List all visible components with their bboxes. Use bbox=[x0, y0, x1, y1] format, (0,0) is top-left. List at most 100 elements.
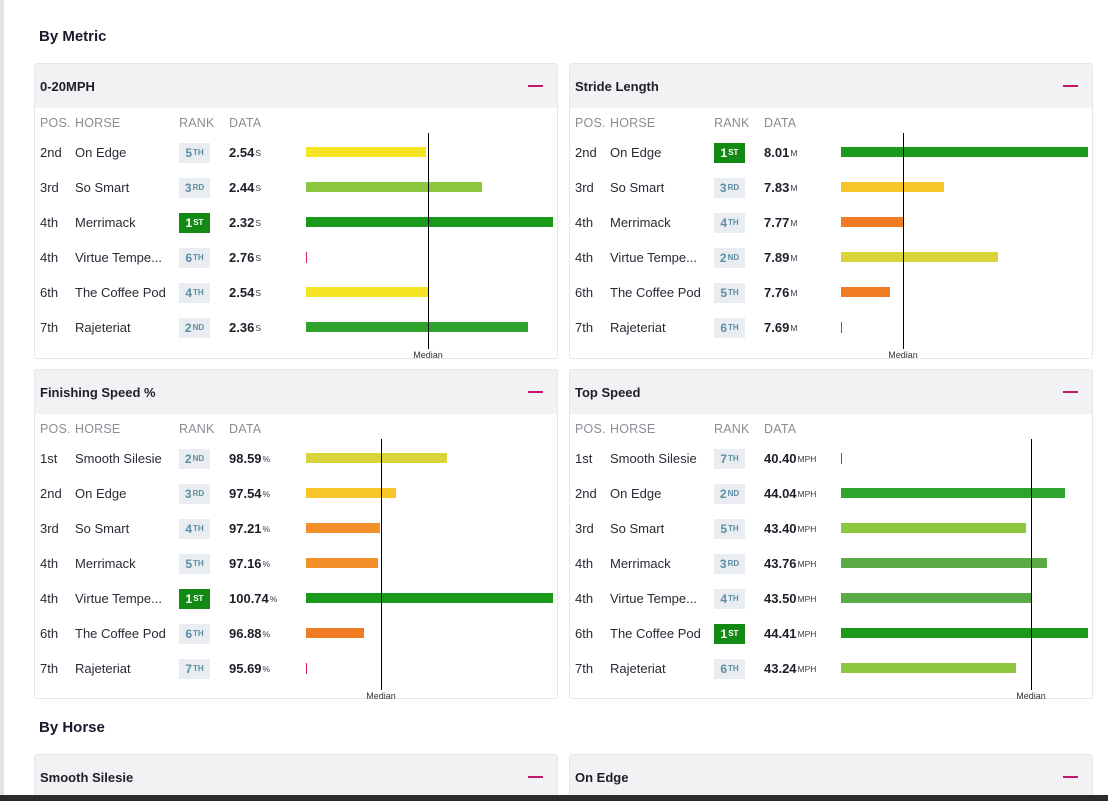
collapse-button[interactable] bbox=[1062, 78, 1078, 94]
rank-badge: 2 ND bbox=[714, 247, 745, 268]
col-header-horse: HORSE bbox=[75, 116, 121, 130]
position: 6th bbox=[575, 626, 594, 641]
col-header-horse: HORSE bbox=[75, 422, 121, 436]
horse-name[interactable]: Virtue Tempe... bbox=[610, 591, 697, 606]
card-header[interactable]: 0-20MPH bbox=[35, 64, 557, 108]
horse-name[interactable]: Rajeteriat bbox=[75, 661, 131, 676]
horse-name[interactable]: The Coffee Pod bbox=[610, 285, 701, 300]
collapse-button[interactable] bbox=[527, 384, 543, 400]
rank-badge: 3 RD bbox=[179, 177, 210, 198]
horse-name[interactable]: Virtue Tempe... bbox=[610, 250, 697, 265]
horse-name[interactable]: Virtue Tempe... bbox=[75, 250, 162, 265]
card-title: Finishing Speed % bbox=[40, 384, 156, 400]
col-header-pos: POS. bbox=[575, 422, 606, 436]
horse-name[interactable]: On Edge bbox=[610, 145, 662, 160]
data-value: 43.24 bbox=[764, 661, 797, 676]
table-row: 2nd On Edge 3 RD 97.54% bbox=[35, 476, 557, 511]
horse-name[interactable]: So Smart bbox=[610, 521, 665, 536]
card-header[interactable]: On Edge bbox=[570, 755, 1092, 799]
horse-name[interactable]: Virtue Tempe... bbox=[75, 591, 162, 606]
collapse-button[interactable] bbox=[527, 769, 543, 785]
horse-name[interactable]: Merrimack bbox=[75, 215, 136, 230]
card-header[interactable]: Smooth Silesie bbox=[35, 755, 557, 799]
horse-name[interactable]: Rajeteriat bbox=[610, 661, 666, 676]
median-line bbox=[903, 133, 904, 349]
rank-suffix: RD bbox=[192, 183, 205, 192]
rank-cell: 3 RD bbox=[179, 476, 210, 511]
rank-badge: 6 TH bbox=[179, 247, 210, 268]
rank-number: 3 bbox=[184, 180, 192, 195]
rank-badge: 4 TH bbox=[179, 518, 210, 539]
rank-badge: 4 TH bbox=[714, 588, 745, 609]
card-header[interactable]: Stride Length bbox=[570, 64, 1092, 108]
data-unit: MPH bbox=[797, 593, 817, 604]
horse-name[interactable]: The Coffee Pod bbox=[75, 285, 166, 300]
data-unit: S bbox=[255, 147, 261, 158]
position: 2nd bbox=[40, 486, 62, 501]
data-unit: M bbox=[790, 217, 798, 228]
data-value: 43.76 bbox=[764, 556, 797, 571]
rank-suffix: ND bbox=[727, 253, 740, 262]
horse-name[interactable]: Rajeteriat bbox=[610, 320, 666, 335]
minus-icon bbox=[527, 391, 543, 393]
data-value: 40.40 bbox=[764, 451, 797, 466]
metric-bar bbox=[841, 628, 1088, 638]
horse-name[interactable]: So Smart bbox=[610, 180, 665, 195]
card-header[interactable]: Finishing Speed % bbox=[35, 370, 557, 414]
card-body: POS. HORSE RANK DATA 1st Smooth Silesie 2 ND 98.… bbox=[35, 414, 557, 702]
horse-name[interactable]: So Smart bbox=[75, 180, 130, 195]
table-row: 6th The Coffee Pod 1 ST 44.41 MPH bbox=[570, 616, 1092, 651]
position: 4th bbox=[575, 591, 594, 606]
collapse-button[interactable] bbox=[1062, 384, 1078, 400]
metric-card-0-20mph: 0-20MPH POS. HORSE RANK DATA 2nd On Edge 5 TH 2.5… bbox=[34, 63, 558, 360]
collapse-button[interactable] bbox=[527, 78, 543, 94]
rank-number: 2 bbox=[719, 250, 727, 265]
card-header[interactable]: Top Speed bbox=[570, 370, 1092, 414]
section-title-by-metric: By Metric bbox=[39, 28, 107, 45]
card-title: On Edge bbox=[575, 769, 629, 785]
metric-bar bbox=[841, 593, 1031, 603]
table-row: 7th Rajeteriat 6 TH 43.24 MPH bbox=[570, 651, 1092, 686]
data-value: 7.77 bbox=[764, 215, 790, 230]
rank-badge: 1 ST bbox=[714, 142, 745, 163]
collapse-button[interactable] bbox=[1062, 769, 1078, 785]
horse-name[interactable]: On Edge bbox=[75, 145, 127, 160]
table-row: 2nd On Edge 2 ND 44.04 MPH bbox=[570, 476, 1092, 511]
metric-bar bbox=[306, 558, 378, 568]
data-value: 44.41 bbox=[764, 626, 797, 641]
horse-name[interactable]: On Edge bbox=[610, 486, 662, 501]
metric-bar-min-tick bbox=[306, 252, 307, 263]
data-unit: % bbox=[262, 453, 271, 464]
rank-badge: 5 TH bbox=[714, 518, 745, 539]
data-value: 7.69 bbox=[764, 320, 790, 335]
horse-name[interactable]: So Smart bbox=[75, 521, 130, 536]
rank-cell: 7 TH bbox=[714, 441, 745, 476]
table-row: 3rd So Smart 4 TH 97.21% bbox=[35, 511, 557, 546]
horse-name[interactable]: Smooth Silesie bbox=[75, 451, 162, 466]
card-title: Stride Length bbox=[575, 78, 659, 94]
metric-bar bbox=[841, 488, 1065, 498]
rank-suffix: TH bbox=[728, 524, 739, 533]
metric-bar bbox=[841, 252, 998, 262]
rank-suffix: TH bbox=[728, 454, 739, 463]
median-label: Median bbox=[1016, 691, 1046, 701]
horse-name[interactable]: Smooth Silesie bbox=[610, 451, 697, 466]
horse-name[interactable]: Rajeteriat bbox=[75, 320, 131, 335]
horse-name[interactable]: Merrimack bbox=[610, 215, 671, 230]
col-header-rank: RANK bbox=[179, 422, 215, 436]
rank-suffix: TH bbox=[728, 594, 739, 603]
minus-icon bbox=[1062, 85, 1078, 87]
horse-name[interactable]: On Edge bbox=[75, 486, 127, 501]
horse-name[interactable]: Merrimack bbox=[75, 556, 136, 571]
rank-number: 5 bbox=[185, 145, 192, 160]
rank-cell: 6 TH bbox=[179, 240, 210, 275]
horse-name[interactable]: The Coffee Pod bbox=[75, 626, 166, 641]
rank-number: 5 bbox=[720, 285, 727, 300]
horse-name[interactable]: The Coffee Pod bbox=[610, 626, 701, 641]
horse-name[interactable]: Merrimack bbox=[610, 556, 671, 571]
data-cell: 7.83 M bbox=[764, 170, 797, 205]
table-row: 6th The Coffee Pod 4 TH 2.54 S bbox=[35, 275, 557, 310]
col-header-pos: POS. bbox=[575, 116, 606, 130]
rank-badge: 2 ND bbox=[179, 448, 210, 469]
rank-cell: 2 ND bbox=[714, 476, 745, 511]
